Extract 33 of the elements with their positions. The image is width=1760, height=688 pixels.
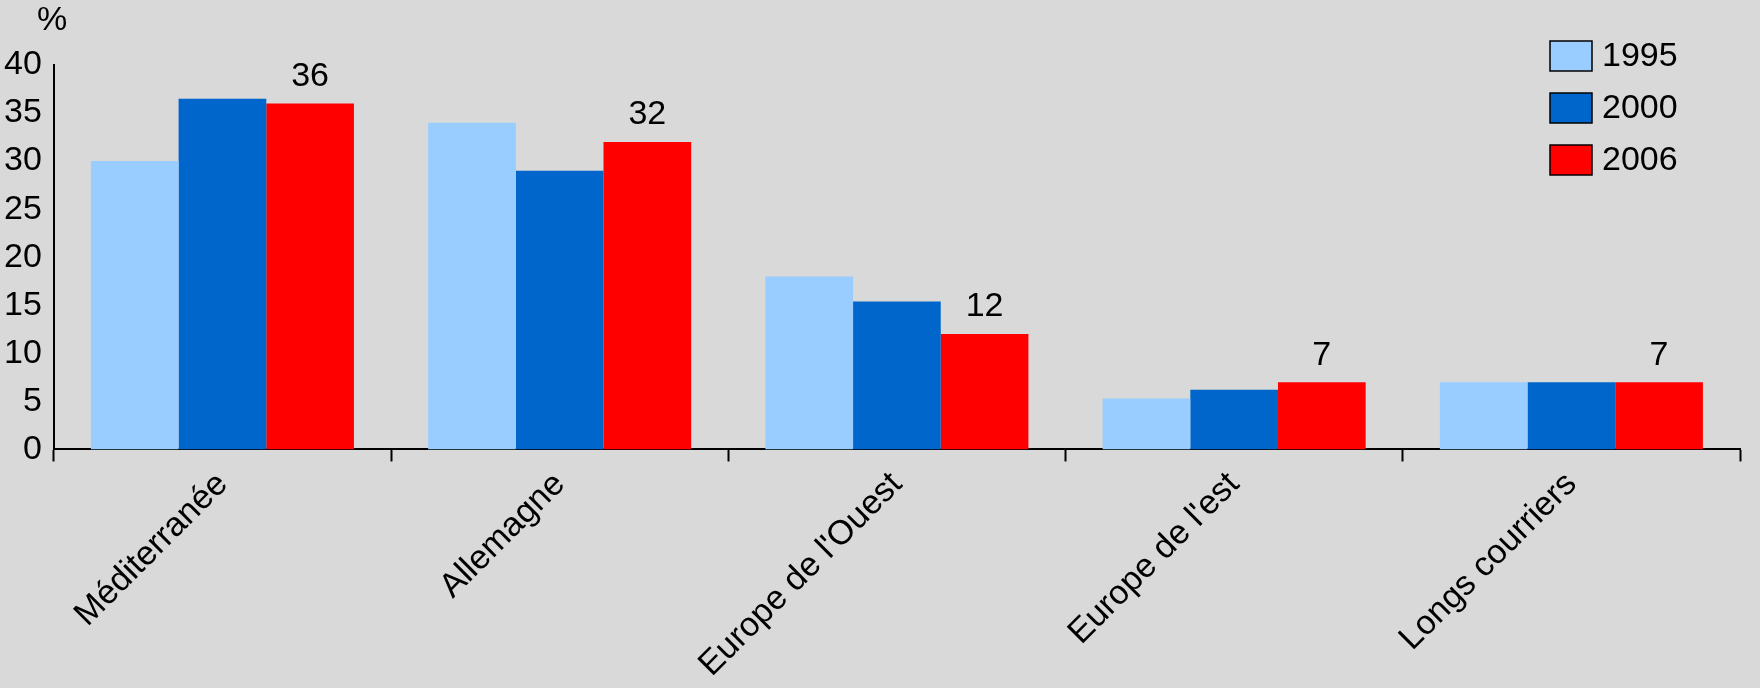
y-tick-label: 10 <box>3 331 42 370</box>
y-tick-label: 30 <box>3 139 42 178</box>
bar <box>1439 382 1528 450</box>
data-label: 7 <box>1649 333 1669 372</box>
legend-label: 1995 <box>1602 35 1678 74</box>
bar <box>178 98 267 450</box>
bar <box>765 276 854 450</box>
y-axis-title: % <box>36 0 68 38</box>
y-tick-label: 15 <box>3 283 42 322</box>
bar <box>853 301 941 450</box>
bar <box>603 141 692 450</box>
y-tick-label: 40 <box>3 43 42 82</box>
legend-label: 2000 <box>1602 87 1678 126</box>
y-tick-label: 35 <box>3 91 42 130</box>
bar <box>940 334 1029 450</box>
y-tick-label: 20 <box>3 235 42 274</box>
y-tick-label: 25 <box>3 187 42 226</box>
data-label: 36 <box>291 54 330 93</box>
bar <box>90 161 179 450</box>
y-tick-label: 0 <box>22 427 42 466</box>
y-tick-label: 5 <box>22 379 42 418</box>
bar <box>266 103 354 450</box>
bar <box>515 170 604 450</box>
data-label: 12 <box>965 285 1004 324</box>
bar <box>1277 382 1366 450</box>
bar <box>428 122 516 450</box>
legend-label: 2006 <box>1602 139 1678 178</box>
bar <box>1615 382 1703 450</box>
data-label: 7 <box>1312 333 1332 372</box>
bar <box>1190 389 1278 450</box>
data-label: 32 <box>628 93 667 132</box>
bar <box>1527 382 1616 450</box>
bar <box>1102 398 1191 450</box>
